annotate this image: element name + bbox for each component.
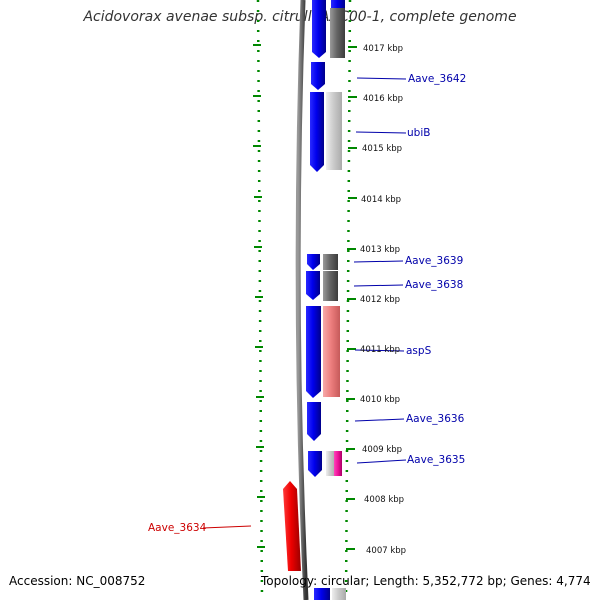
gene-label-highlight: Aave_3634 [148,522,207,534]
track-feature [331,0,345,8]
kbp-tick-labels: 4017 kbp 4016 kbp 4015 kbp 4014 kbp 4013… [360,44,406,556]
genome-backbone [295,0,309,600]
kbp-label: 4008 kbp [364,495,404,505]
kbp-label: 4010 kbp [360,395,400,405]
cds-feature [307,254,320,270]
gene-labels: Aave_3642 ubiB Aave_3639 Aave_3638 aspS … [148,73,466,534]
cds-feature [306,306,321,398]
cds-feature [311,62,325,90]
gene-label: Aave_3639 [405,255,463,267]
kbp-label: 4009 kbp [362,445,402,455]
gene-label: ubiB [407,127,430,139]
track-feature [323,254,338,270]
kbp-label: 4013 kbp [360,245,400,255]
gene-label: Aave_3642 [408,73,466,85]
gene-label: Aave_3635 [407,454,465,466]
track-feature [330,8,345,58]
cds-feature [307,402,321,441]
kbp-label: 4016 kbp [363,94,403,104]
track-feature [323,271,338,301]
kbp-label: 4017 kbp [363,44,403,54]
cds-feature-aave-3634 [283,481,301,571]
cds-feature [310,92,324,172]
left-dotted-scale [253,0,265,600]
gene-label: Aave_3638 [405,279,463,291]
track-feature [326,451,335,476]
label-leader-lines [202,77,407,529]
kbp-label: 4015 kbp [362,144,402,154]
track-feature [326,92,342,170]
right-dotted-scale [344,0,357,600]
track-feature [332,588,346,600]
topology-label: Topology: circular; Length: 5,352,772 bp… [261,574,591,588]
track-feature [334,451,342,476]
kbp-label: 4007 kbp [366,546,406,556]
kbp-label: 4012 kbp [360,295,400,305]
gene-label: Aave_3636 [406,413,465,425]
kbp-label: 4014 kbp [361,195,401,205]
cds-feature [312,0,326,58]
cds-feature [308,451,322,477]
kbp-label: 4011 kbp [360,345,400,355]
second-track-features [323,0,346,600]
forward-strand-features [306,0,330,600]
cds-feature [306,271,320,300]
gene-label: aspS [406,345,432,357]
accession-label: Accession: NC_008752 [9,574,146,588]
cds-feature [314,588,330,600]
track-feature [323,306,340,397]
